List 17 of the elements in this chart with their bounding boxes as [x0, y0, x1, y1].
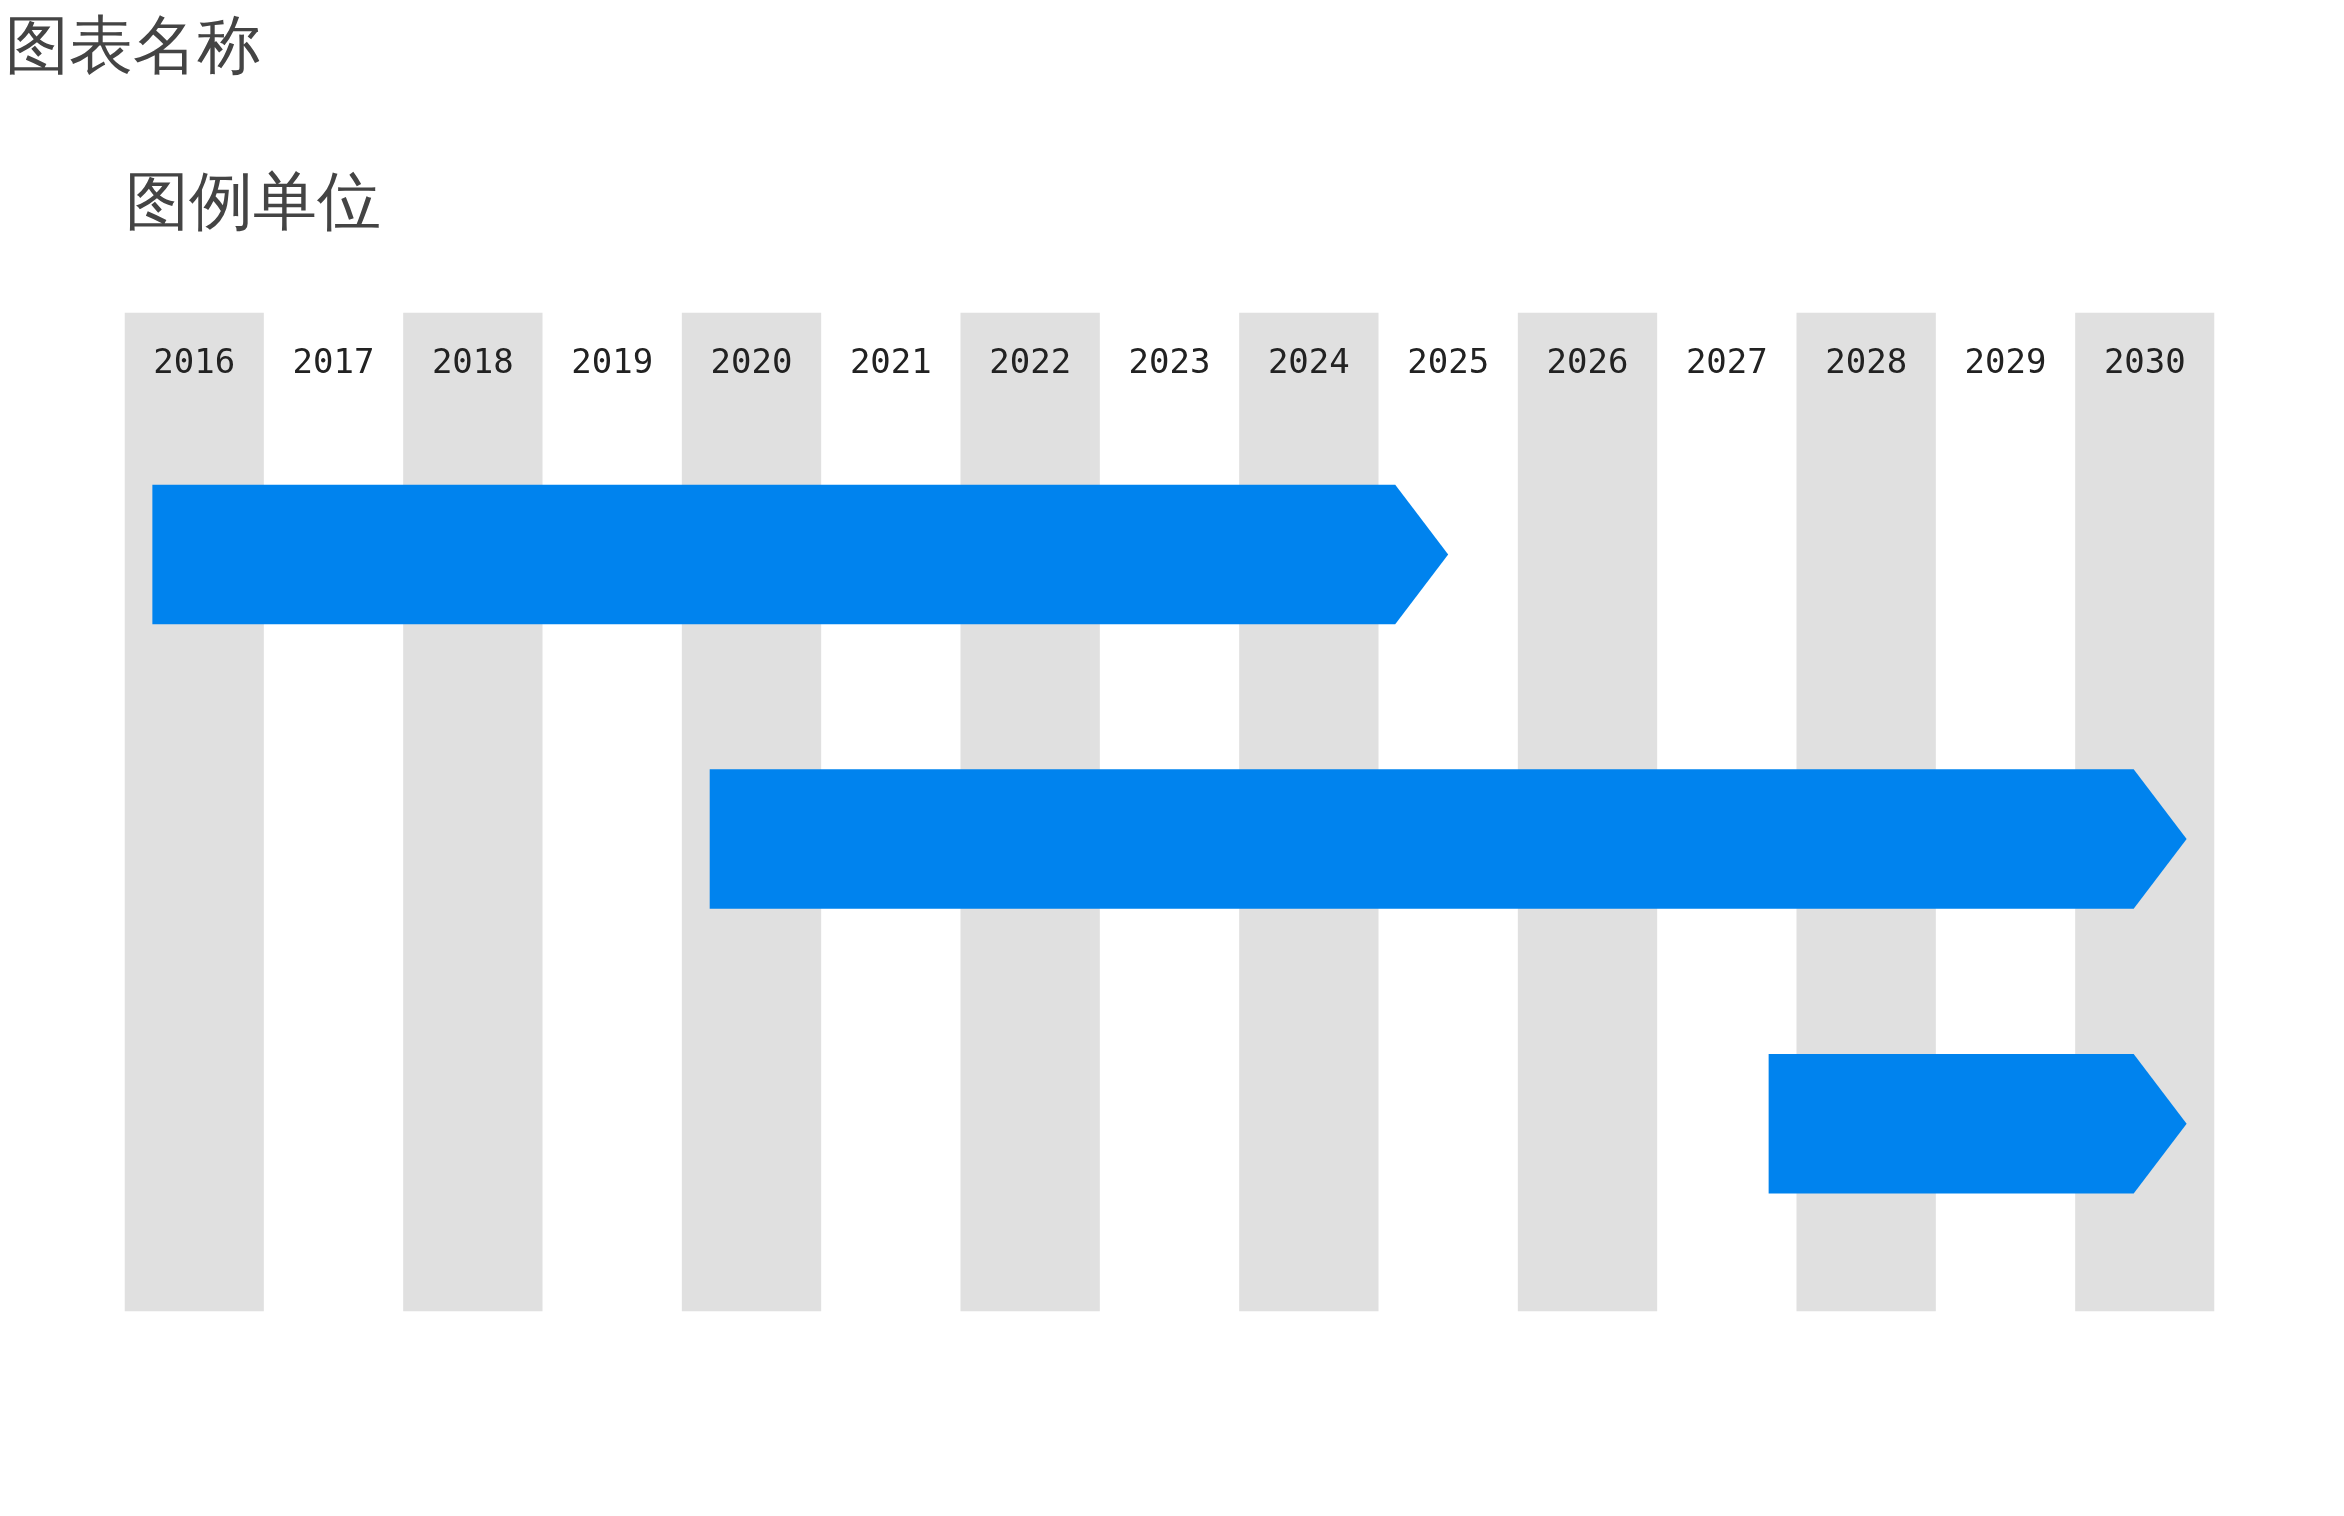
x-tick-label: 2024: [1267, 341, 1350, 382]
x-tick-label: 2022: [989, 341, 1072, 382]
x-tick-label: 2021: [849, 341, 932, 382]
x-tick-label: 2020: [710, 341, 793, 382]
x-tick-label: 2029: [1964, 341, 2047, 382]
x-tick-label: 2030: [2103, 341, 2186, 382]
x-tick-label: 2023: [1128, 341, 1211, 382]
x-tick-label: 2019: [571, 341, 654, 382]
x-tick-label: 2027: [1685, 341, 1768, 382]
x-tick-label: 2018: [431, 341, 514, 382]
x-tick-label: 2016: [153, 341, 236, 382]
x-tick-label: 2028: [1825, 341, 1908, 382]
chart-subtitle: 图例单位: [124, 163, 381, 238]
chart-title: 图表名称: [4, 7, 261, 82]
x-tick-label: 2017: [292, 341, 375, 382]
x-tick-label: 2026: [1546, 341, 1629, 382]
x-tick-label: 2025: [1407, 341, 1490, 382]
